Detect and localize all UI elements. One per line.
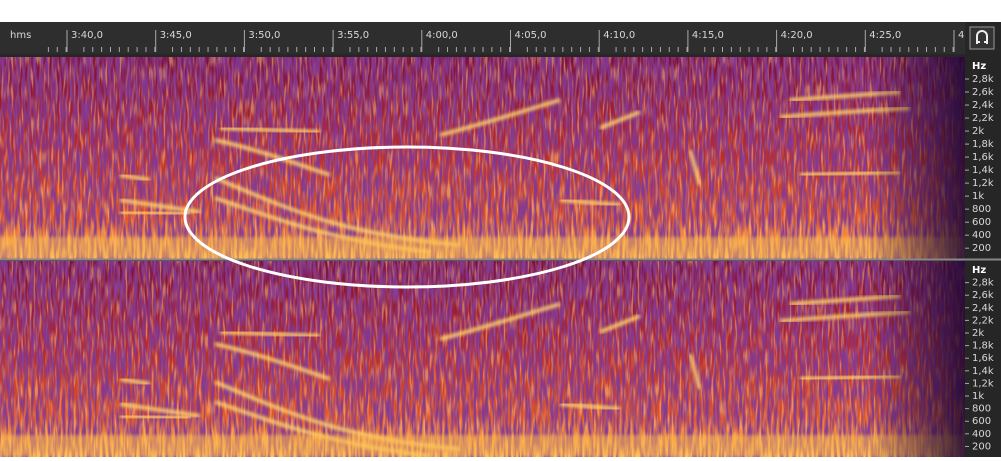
channel: Hz 2,8k2,6k 2,4k2,2k 2k 1,8k1,6k 1,4k1,2k 1k 80…	[0, 261, 1001, 457]
ruler-label: 4:15,0	[692, 30, 724, 41]
spectrogram-editor: 3:40,0 3:45,0 3:50,0 3:55,0 4:00,0 4:05,0 4:10…	[0, 0, 1001, 457]
freq-label: 2,8k	[972, 278, 994, 289]
freq-label: 1,4k	[972, 366, 994, 377]
freq-label: 800	[972, 404, 991, 415]
freq-unit: Hz	[972, 265, 986, 276]
spectrum-fade	[0, 57, 965, 259]
ruler-label: 4	[958, 30, 964, 41]
ruler-label: 3:55,0	[337, 30, 369, 41]
ruler-label: 3:50,0	[248, 30, 280, 41]
freq-label: 2,2k	[972, 315, 994, 326]
ruler-label: 3:45,0	[160, 30, 192, 41]
freq-label: 2k	[972, 328, 984, 339]
freq-label: 1,2k	[972, 178, 994, 189]
freq-label: 2,2k	[972, 113, 994, 124]
top-margin	[0, 0, 1001, 22]
freq-unit: Hz	[972, 61, 986, 72]
freq-label: 2k	[972, 126, 984, 137]
freq-label: 600	[972, 416, 991, 427]
ruler-label: 3:40,0	[71, 30, 103, 41]
spectrum-fade	[0, 261, 965, 457]
freq-label: 2,6k	[972, 290, 994, 301]
freq-label: 200	[972, 441, 991, 452]
freq-label: 1,6k	[972, 353, 994, 364]
freq-label: 1k	[972, 391, 984, 402]
channel: Hz 2,8k 2,6k 2,4k 2,2k 2k 1,8k 1,6k 1,4k 1,2k 1k 80…	[0, 57, 1001, 259]
channels: Hz2,8k2,6k2,4k2,2k2k1,8k1,6k1,4k1,2k1k80…	[0, 57, 1001, 457]
ruler-label: 4:00,0	[426, 30, 458, 41]
freq-label: 1,4k	[972, 165, 994, 176]
freq-label: 2,4k	[972, 303, 994, 314]
ruler-unit: hms	[10, 30, 31, 41]
freq-label: 400	[972, 230, 991, 241]
freq-label: 1,6k	[972, 152, 994, 163]
freq-label: 2,6k	[972, 87, 994, 98]
freq-label: 200	[972, 243, 991, 254]
ruler-label: 4:05,0	[515, 30, 547, 41]
freq-label: 400	[972, 429, 991, 440]
ruler-label: 4:20,0	[781, 30, 813, 41]
freq-label: 1k	[972, 191, 984, 202]
freq-label: 800	[972, 204, 991, 215]
ruler-label: 4:25,0	[869, 30, 901, 41]
freq-label: 1,8k	[972, 341, 994, 352]
freq-label: 1,8k	[972, 139, 994, 150]
freq-label: 2,4k	[972, 100, 994, 111]
ruler-label: 4:10,0	[603, 30, 635, 41]
freq-label: 2,8k	[972, 74, 994, 85]
freq-label: 1,2k	[972, 378, 994, 389]
freq-label: 600	[972, 217, 991, 228]
